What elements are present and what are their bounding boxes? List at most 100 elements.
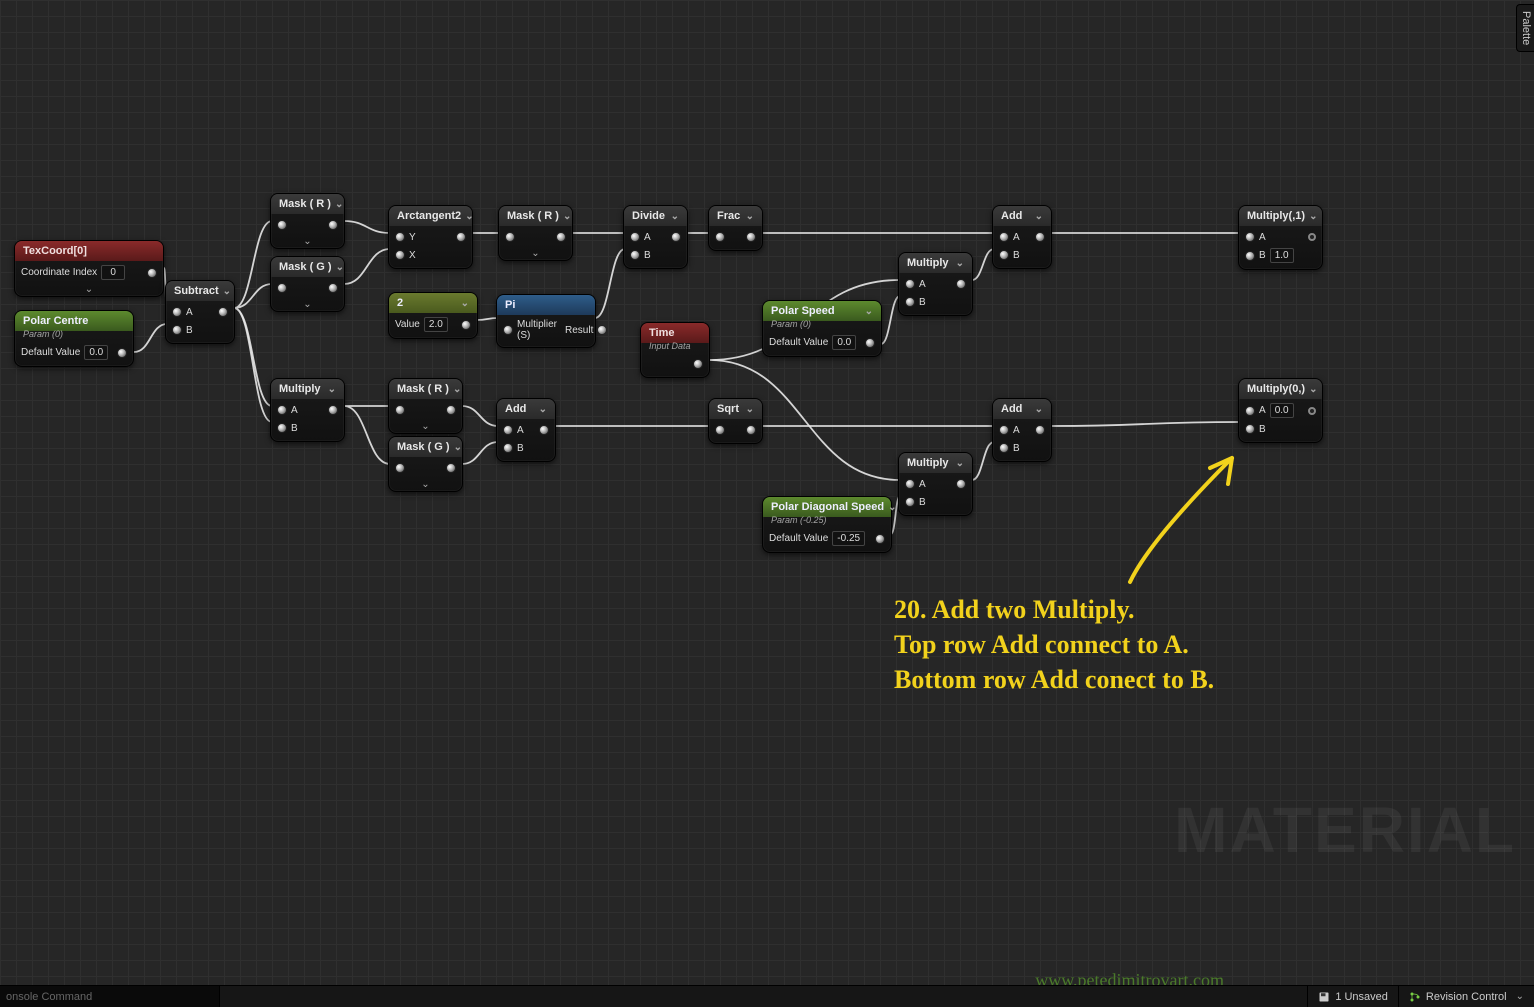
chevron-down-icon[interactable]: ⌄ [671, 211, 679, 222]
chevron-down-icon[interactable]: ⌄ [1035, 404, 1043, 415]
chevron-down-icon[interactable]: ⌄ [746, 211, 754, 222]
input-pin[interactable] [630, 250, 640, 260]
node-header[interactable]: TexCoord[0] [15, 241, 163, 261]
input-pin[interactable] [277, 283, 287, 293]
console-command-input[interactable]: onsole Command [0, 986, 220, 1007]
chevron-down-icon[interactable]: ⌄ [335, 199, 343, 210]
input-pin[interactable] [172, 307, 182, 317]
value-field[interactable]: 0.0 [1270, 403, 1294, 418]
input-pin[interactable] [630, 232, 640, 242]
value-field[interactable]: 2.0 [424, 317, 448, 332]
palette-tab[interactable]: Palette [1516, 4, 1534, 52]
output-pin[interactable] [1035, 232, 1045, 242]
expand-icon[interactable]: ⌄ [499, 250, 572, 260]
node-maskG1[interactable]: Mask ( G )⌄ ⌄ [270, 256, 345, 312]
input-pin[interactable] [172, 325, 182, 335]
node-header[interactable]: Frac⌄ [709, 206, 762, 226]
value-field[interactable]: -0.25 [832, 531, 865, 546]
expand-icon[interactable]: ⌄ [15, 286, 163, 296]
node-maskG2[interactable]: Mask ( G )⌄⌄ [388, 436, 463, 492]
output-pin[interactable] [218, 307, 228, 317]
node-header[interactable]: Mask ( R )⌄ [271, 194, 344, 214]
output-pin[interactable] [456, 232, 466, 242]
chevron-down-icon[interactable]: ⌄ [454, 442, 462, 453]
node-maskR3[interactable]: Mask ( R )⌄⌄ [498, 205, 573, 261]
value-field[interactable]: 0.0 [84, 345, 108, 360]
output-pin[interactable] [746, 232, 756, 242]
input-pin[interactable] [1245, 406, 1255, 416]
chevron-down-icon[interactable]: ⌄ [888, 502, 896, 513]
input-pin[interactable] [277, 220, 287, 230]
output-pin[interactable] [117, 348, 127, 358]
input-pin[interactable] [395, 232, 405, 242]
chevron-down-icon[interactable]: ⌄ [956, 458, 964, 469]
output-pin[interactable] [556, 232, 566, 242]
node-header[interactable]: Mask ( G )⌄ [271, 257, 344, 277]
node-multiply2[interactable]: Multiply⌄AB [898, 252, 973, 316]
input-pin[interactable] [905, 279, 915, 289]
output-pin[interactable] [956, 479, 966, 489]
output-pin[interactable] [1308, 407, 1316, 415]
output-pin[interactable] [328, 283, 338, 293]
input-pin[interactable] [999, 443, 1009, 453]
expand-icon[interactable]: ⌄ [271, 301, 344, 311]
node-header[interactable]: Polar Diagonal Speed⌄ [763, 497, 891, 517]
node-add1[interactable]: Add⌄AB [496, 398, 556, 462]
input-pin[interactable] [1245, 251, 1255, 261]
node-header[interactable]: Mask ( G )⌄ [389, 437, 462, 457]
chevron-down-icon[interactable]: ⌄ [453, 384, 461, 395]
output-pin[interactable] [597, 325, 607, 335]
chevron-down-icon[interactable]: ⌄ [563, 211, 571, 222]
node-time[interactable]: TimeInput Data [640, 322, 710, 378]
node-header[interactable]: Pi [497, 295, 595, 315]
output-pin[interactable] [875, 534, 885, 544]
graph-canvas[interactable]: TexCoord[0]Coordinate Index0⌄Polar Centr… [0, 0, 1534, 1007]
node-maskR2[interactable]: Mask ( R )⌄⌄ [388, 378, 463, 434]
node-header[interactable]: Multiply(,1)⌄ [1239, 206, 1322, 226]
node-multBot[interactable]: Multiply(0,)⌄A0.0B [1238, 378, 1323, 443]
output-pin[interactable] [746, 425, 756, 435]
chevron-down-icon[interactable]: ⌄ [956, 258, 964, 269]
node-addBot[interactable]: Add⌄AB [992, 398, 1052, 462]
output-pin[interactable] [956, 279, 966, 289]
node-header[interactable]: Multiply(0,)⌄ [1239, 379, 1322, 399]
chevron-down-icon[interactable]: ⌄ [223, 286, 231, 297]
node-header[interactable]: 2⌄ [389, 293, 477, 313]
node-header[interactable]: Polar Speed⌄ [763, 301, 881, 321]
node-addTop[interactable]: Add⌄AB [992, 205, 1052, 269]
chevron-down-icon[interactable]: ⌄ [1035, 211, 1043, 222]
node-header[interactable]: Arctangent2⌄ [389, 206, 472, 226]
chevron-down-icon[interactable]: ⌄ [539, 404, 547, 415]
input-pin[interactable] [905, 297, 915, 307]
node-multiply3[interactable]: Multiply⌄AB [898, 452, 973, 516]
input-pin[interactable] [1245, 232, 1255, 242]
chevron-down-icon[interactable]: ⌄ [328, 384, 336, 395]
output-pin[interactable] [693, 359, 703, 369]
value-field[interactable]: 1.0 [1270, 248, 1294, 263]
node-polardiag[interactable]: Polar Diagonal Speed⌄Param (-0.25)Defaul… [762, 496, 892, 553]
chevron-down-icon[interactable]: ⌄ [1309, 384, 1317, 395]
value-field[interactable]: 0.0 [832, 335, 856, 350]
chevron-down-icon[interactable]: ⌄ [465, 211, 473, 222]
node-header[interactable]: Add⌄ [993, 399, 1051, 419]
node-polarspeed[interactable]: Polar Speed⌄Param (0)Default Value0.0 [762, 300, 882, 357]
expand-icon[interactable]: ⌄ [271, 238, 344, 248]
node-divide[interactable]: Divide⌄AB [623, 205, 688, 269]
input-pin[interactable] [715, 425, 725, 435]
input-pin[interactable] [715, 232, 725, 242]
node-header[interactable]: Time [641, 323, 709, 343]
node-header[interactable]: Mask ( R )⌄ [499, 206, 572, 226]
output-pin[interactable] [1308, 233, 1316, 241]
expand-icon[interactable]: ⌄ [389, 423, 462, 433]
output-pin[interactable] [461, 320, 471, 330]
node-pi[interactable]: PiMultiplier (S)Result [496, 294, 596, 348]
unsaved-indicator[interactable]: 1 Unsaved [1307, 986, 1398, 1007]
node-header[interactable]: Add⌄ [497, 399, 555, 419]
node-subtract[interactable]: Subtract⌄AB [165, 280, 235, 344]
input-pin[interactable] [503, 425, 513, 435]
expand-icon[interactable]: ⌄ [389, 481, 462, 491]
node-maskR1[interactable]: Mask ( R )⌄⌄ [270, 193, 345, 249]
node-header[interactable]: Divide⌄ [624, 206, 687, 226]
output-pin[interactable] [865, 338, 875, 348]
input-pin[interactable] [503, 325, 513, 335]
